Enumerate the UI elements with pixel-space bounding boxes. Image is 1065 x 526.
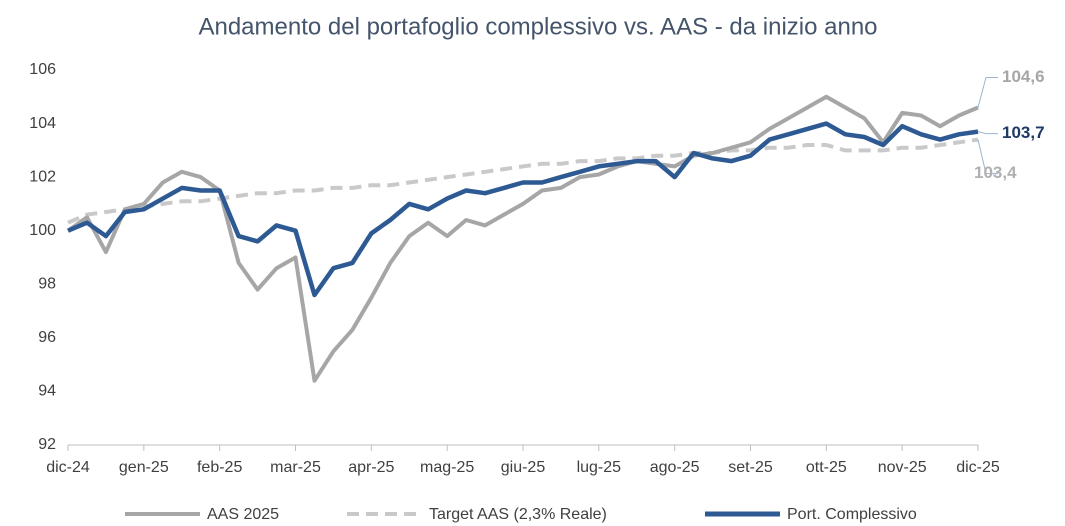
- y-tick-label: 104: [29, 115, 56, 132]
- end-label: 103,4: [974, 163, 1017, 182]
- end-label: 104,6: [1002, 67, 1045, 86]
- line-series: [66, 94, 979, 383]
- y-tick-label: 96: [38, 329, 56, 346]
- leader-line: [977, 139, 998, 175]
- y-tick-label: 94: [38, 383, 56, 400]
- leader-line: [977, 131, 998, 135]
- legend-label: Target AAS (2,3% Reale): [429, 506, 607, 523]
- x-tick-label: mar-25: [270, 459, 321, 476]
- x-tick-label: mag-25: [420, 459, 474, 476]
- x-tick-label: ago-25: [650, 459, 700, 476]
- line-series: [67, 121, 979, 298]
- y-tick-label: 106: [29, 61, 56, 78]
- x-tick-label: nov-25: [878, 459, 927, 476]
- line-series: [67, 137, 979, 225]
- end-label: 103,7: [1002, 123, 1045, 142]
- x-tick-label: gen-25: [119, 459, 169, 476]
- y-tick-label: 100: [29, 222, 56, 239]
- y-tick-label: 102: [29, 168, 56, 185]
- legend-label: Port. Complessivo: [787, 506, 917, 523]
- x-tick-label: feb-25: [197, 459, 242, 476]
- x-tick-label: dic-25: [956, 459, 1000, 476]
- x-tick-label: dic-24: [46, 459, 90, 476]
- y-tick-label: 98: [38, 276, 56, 293]
- x-tick-label: lug-25: [577, 459, 622, 476]
- legend-label: AAS 2025: [207, 506, 279, 523]
- x-tick-label: ott-25: [806, 459, 847, 476]
- x-tick-label: giu-25: [501, 459, 546, 476]
- chart-title: Andamento del portafoglio complessivo vs…: [198, 13, 877, 40]
- x-tick-label: apr-25: [348, 459, 394, 476]
- leader-line: [977, 77, 998, 108]
- x-tick-label: set-25: [728, 459, 773, 476]
- y-tick-label: 92: [38, 436, 56, 453]
